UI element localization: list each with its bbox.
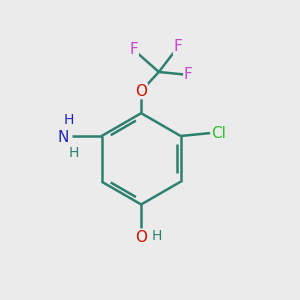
Text: H: H [68,146,79,160]
Text: Cl: Cl [212,126,226,141]
Text: F: F [184,68,193,82]
Text: H: H [64,113,74,127]
Text: O: O [135,84,147,99]
Text: O: O [135,230,147,244]
Text: F: F [129,42,138,57]
Text: F: F [174,39,182,54]
Text: H: H [152,230,162,244]
Text: N: N [58,130,69,145]
